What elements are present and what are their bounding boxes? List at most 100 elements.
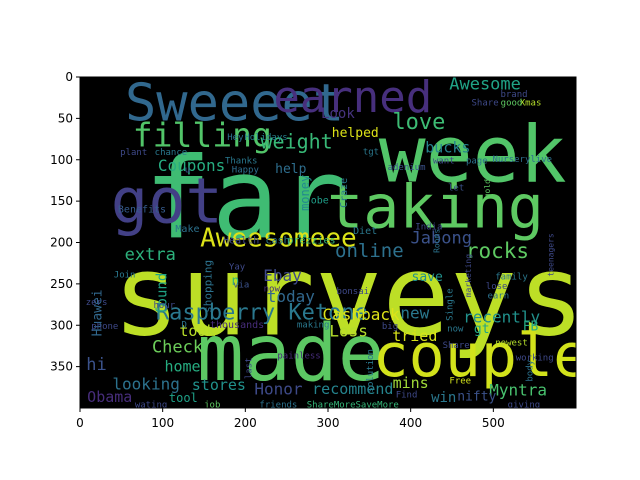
y-tick-label: 100 bbox=[50, 153, 73, 167]
word-10: Aweesomeee bbox=[200, 223, 357, 253]
word-100: giving bbox=[508, 401, 541, 411]
word-43: money bbox=[298, 175, 312, 211]
word-13: weight bbox=[260, 130, 332, 154]
word-76: chance bbox=[155, 148, 188, 158]
word-16: rocks bbox=[466, 239, 529, 263]
word-74: Holidays bbox=[244, 133, 287, 143]
y-tick-label: 150 bbox=[50, 194, 73, 208]
word-67: let bbox=[448, 184, 464, 194]
word-107: earn bbox=[487, 291, 509, 301]
word-69: Xmas bbox=[520, 98, 542, 108]
word-28: Check bbox=[152, 338, 203, 358]
x-tick-label: 500 bbox=[482, 416, 505, 430]
word-0: surveys bbox=[113, 231, 585, 361]
word-58: Benefits bbox=[118, 205, 166, 216]
x-tick-label: 400 bbox=[399, 416, 422, 430]
word-95: wating bbox=[135, 401, 168, 411]
word-57: India bbox=[415, 223, 442, 233]
word-3: made bbox=[197, 309, 385, 399]
word-98: ShareMoreSaveMore bbox=[307, 401, 399, 411]
word-112: Share bbox=[443, 341, 470, 351]
word-60: obe bbox=[311, 196, 329, 207]
word-68: gold bbox=[483, 179, 492, 198]
word-87: phone bbox=[91, 322, 118, 332]
word-19: Jabong bbox=[411, 228, 472, 248]
word-53: Health bbox=[223, 235, 259, 246]
word-75: plant bbox=[120, 148, 147, 158]
word-105: family bbox=[495, 272, 528, 282]
word-61: Craze bbox=[339, 178, 350, 208]
word-18: Coupons bbox=[158, 156, 225, 175]
word-89: making bbox=[297, 320, 330, 330]
word-11: Raspberry Ketone bbox=[156, 300, 368, 325]
word-35: recommend bbox=[312, 380, 393, 398]
word-108: Single bbox=[445, 288, 455, 321]
word-65: page bbox=[466, 156, 488, 166]
word-34: Honor bbox=[254, 379, 303, 398]
y-tick-label: 250 bbox=[50, 277, 73, 291]
word-113: zers bbox=[86, 298, 108, 308]
word-41: nifty bbox=[457, 390, 496, 405]
word-38: Obama bbox=[87, 388, 132, 406]
word-106: lose bbox=[486, 282, 508, 292]
word-73: Hey bbox=[227, 133, 244, 143]
x-tick-label: 100 bbox=[151, 416, 174, 430]
word-83: Join bbox=[114, 271, 136, 281]
word-66: Nurserylive bbox=[492, 155, 552, 165]
word-99: Free bbox=[449, 377, 471, 387]
word-86: thousands bbox=[210, 320, 264, 331]
word-4: couple bbox=[373, 321, 590, 391]
word-72: Share bbox=[472, 98, 499, 108]
word-32: looking bbox=[112, 375, 179, 394]
word-102: newest bbox=[495, 338, 528, 348]
word-50: FB bbox=[523, 319, 539, 334]
word-88: D bbox=[181, 320, 186, 330]
word-30: home bbox=[164, 358, 200, 376]
y-tick-label: 350 bbox=[50, 360, 73, 374]
word-20: extra bbox=[125, 245, 176, 265]
word-22: today bbox=[267, 287, 316, 306]
word-63: tgt bbox=[363, 147, 379, 157]
word-44: Look bbox=[321, 106, 355, 122]
word-52: shopping bbox=[202, 260, 215, 313]
word-97: friends bbox=[259, 401, 297, 411]
word-93: solution bbox=[366, 349, 376, 392]
word-15: online bbox=[335, 240, 404, 262]
word-23: Cashback bbox=[323, 305, 400, 324]
word-96: job bbox=[204, 401, 220, 411]
word-48: save bbox=[412, 270, 443, 285]
y-axis: 0 50 100 150 200 250 300 350 bbox=[50, 70, 80, 374]
word-45: helped bbox=[332, 126, 379, 141]
word-21: Ebay bbox=[263, 266, 302, 285]
y-tick-label: 200 bbox=[50, 236, 73, 250]
word-27: tried bbox=[392, 327, 437, 345]
word-64: want bbox=[433, 156, 455, 166]
word-39: tool bbox=[169, 391, 198, 405]
word-29: took bbox=[179, 322, 215, 340]
word-82: now bbox=[264, 285, 281, 295]
word-90: big bbox=[382, 322, 398, 332]
word-42: help bbox=[275, 162, 306, 177]
word-37: Myntra bbox=[489, 380, 547, 399]
word-5: taking bbox=[327, 173, 544, 243]
word-56: Diet bbox=[353, 226, 377, 237]
word-25: recently bbox=[463, 307, 540, 326]
word-101: now bbox=[447, 324, 464, 334]
word-104: body bbox=[526, 359, 536, 381]
x-tick-label: 300 bbox=[317, 416, 340, 430]
word-12: love bbox=[392, 110, 445, 135]
x-axis: 0 100 200 300 400 500 bbox=[76, 408, 505, 430]
word-47: n bbox=[231, 274, 239, 289]
word-109: marketing bbox=[464, 254, 473, 298]
y-tick-label: 50 bbox=[58, 111, 73, 125]
y-tick-label: 0 bbox=[65, 70, 73, 84]
word-80: Yay bbox=[229, 262, 246, 272]
word-91: last bbox=[244, 357, 254, 379]
word-33: stores bbox=[192, 376, 246, 394]
word-24: new bbox=[400, 303, 429, 322]
word-8: earned bbox=[273, 72, 432, 123]
word-81: via bbox=[233, 281, 249, 291]
word-79: Happy bbox=[232, 166, 260, 176]
word-2: week bbox=[379, 111, 567, 201]
